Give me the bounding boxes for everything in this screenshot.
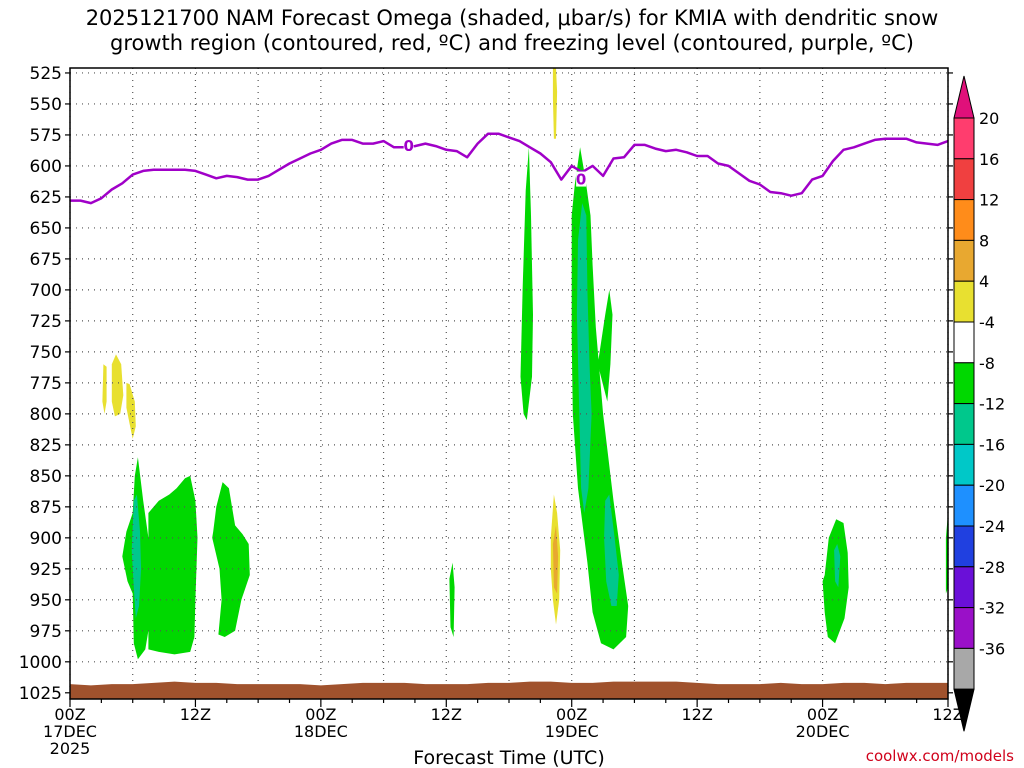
omega-updraft-teal-day2: [576, 203, 592, 513]
freezing-level-line: [70, 132, 948, 205]
colorbar-label-0: 20: [979, 109, 999, 128]
colorbar-swatch-11: [953, 566, 975, 609]
x-tick-date-0: 17DEC: [43, 722, 97, 741]
omega-updraft-teal-day2-low: [604, 494, 619, 606]
y-tick-label-775: 775: [30, 374, 62, 394]
x-tick-label-12: 12Z: [180, 705, 211, 724]
colorbar-label-2: 12: [979, 191, 999, 210]
x-tick-label-60: 12Z: [681, 705, 712, 724]
colorbar-swatch-10: [953, 525, 975, 568]
colorbar-label-1: 16: [979, 150, 999, 169]
source-credit[interactable]: coolwx.com/models: [865, 747, 1014, 765]
y-tick-label-725: 725: [30, 312, 62, 332]
colorbar-swatch-8: [953, 443, 975, 486]
y-tick-label-850: 850: [30, 467, 62, 487]
x-tick-year-0: 2025: [50, 739, 91, 758]
y-tick-label-625: 625: [30, 188, 62, 208]
colorbar-swatch-6: [953, 362, 975, 405]
colorbar-label-3: 8: [979, 231, 989, 250]
y-tick-label-1025: 1025: [19, 684, 62, 704]
terrain-fill: [70, 681, 948, 699]
colorbar-swatch-7: [953, 403, 975, 445]
y-tick-label-750: 750: [30, 343, 62, 363]
x-tick-date-24: 18DEC: [294, 722, 348, 741]
colorbar-swatch-1: [953, 158, 975, 201]
grid: [69, 68, 949, 699]
colorbar-swatch-3: [953, 239, 975, 282]
y-tick-label-900: 900: [30, 529, 62, 549]
colorbar-swatch-12: [953, 607, 975, 649]
x-tick-label-36: 12Z: [431, 705, 462, 724]
omega-downdraft-yellow-3: [126, 382, 136, 439]
omega-updraft-green-day2-shoulder: [597, 289, 613, 402]
colorbar-label-4: 4: [979, 272, 989, 291]
omega-downdraft-yellow-top: [552, 68, 558, 139]
colorbar-swatch-5: [953, 321, 975, 364]
y-tick-label-525: 525: [30, 64, 62, 84]
y-tick-label-825: 825: [30, 436, 62, 456]
x-tick-label-48: 00Z: [556, 705, 587, 724]
colorbar-swatch-4: [953, 280, 975, 323]
colorbar-label-6: -8: [979, 354, 995, 373]
colorbar-top-arrow: [953, 75, 975, 119]
omega-updraft-teal-day3: [834, 544, 841, 588]
x-tick-label-84: 12Z: [932, 705, 963, 724]
colorbar-label-5: -4: [979, 313, 995, 332]
colorbar-swatch-9: [953, 484, 975, 527]
colorbar-label-11: -28: [979, 558, 1005, 577]
x-axis-title: Forecast Time (UTC): [413, 747, 604, 768]
colorbar-label-12: -32: [979, 599, 1005, 618]
omega-updraft-green-day1-east: [212, 482, 250, 637]
freezing-level-label-bg-0: [403, 138, 414, 154]
x-tick-date-72: 20DEC: [796, 722, 850, 741]
colorbar-swatch-13: [953, 647, 975, 690]
y-tick-label-975: 975: [30, 622, 62, 642]
y-tick-label-700: 700: [30, 281, 62, 301]
colorbar-label-7: -12: [979, 395, 1005, 414]
colorbar-label-10: -24: [979, 517, 1005, 536]
y-tick-label-650: 650: [30, 219, 62, 239]
plot-area: [70, 68, 948, 699]
x-tick-label-0: 00Z: [54, 705, 85, 724]
omega-downdraft-orange-low: [552, 525, 559, 594]
omega-downdraft-yellow-2: [111, 354, 124, 417]
colorbar-label-13: -36: [979, 639, 1005, 658]
y-tick-label-925: 925: [30, 560, 62, 580]
omega-updraft-teal-day1: [131, 494, 142, 619]
y-tick-label-875: 875: [30, 498, 62, 518]
omega-downdraft-yellow-1: [102, 364, 107, 414]
y-tick-label-675: 675: [30, 250, 62, 270]
freezing-level-label-0: 0: [403, 137, 413, 155]
x-tick-label-72: 00Z: [807, 705, 838, 724]
freezing-level-label-bg-1: [576, 171, 587, 187]
omega-updraft-green-thin: [449, 562, 455, 637]
omega-regions: [102, 68, 948, 660]
chart-title: 2025121700 NAM Forecast Omega (shaded, μ…: [85, 6, 939, 55]
colorbar-swatch-0: [953, 117, 975, 160]
colorbar-label-9: -20: [979, 476, 1005, 495]
omega-updraft-green-day1-mid: [148, 475, 198, 655]
y-tick-label-950: 950: [30, 591, 62, 611]
freezing-level-label-1: 0: [576, 171, 586, 189]
y-tick-label-550: 550: [30, 95, 62, 115]
colorbar-swatch-2: [953, 199, 975, 241]
y-tick-label-600: 600: [30, 157, 62, 177]
colorbar-label-8: -16: [979, 435, 1005, 454]
x-tick-label-24: 00Z: [305, 705, 336, 724]
x-tick-date-48: 19DEC: [545, 722, 599, 741]
y-tick-label-1000: 1000: [19, 653, 62, 673]
colorbar-bottom-arrow: [953, 688, 975, 732]
y-tick-label-575: 575: [30, 126, 62, 146]
omega-updraft-green-day2: [520, 147, 533, 421]
y-tick-label-800: 800: [30, 405, 62, 425]
